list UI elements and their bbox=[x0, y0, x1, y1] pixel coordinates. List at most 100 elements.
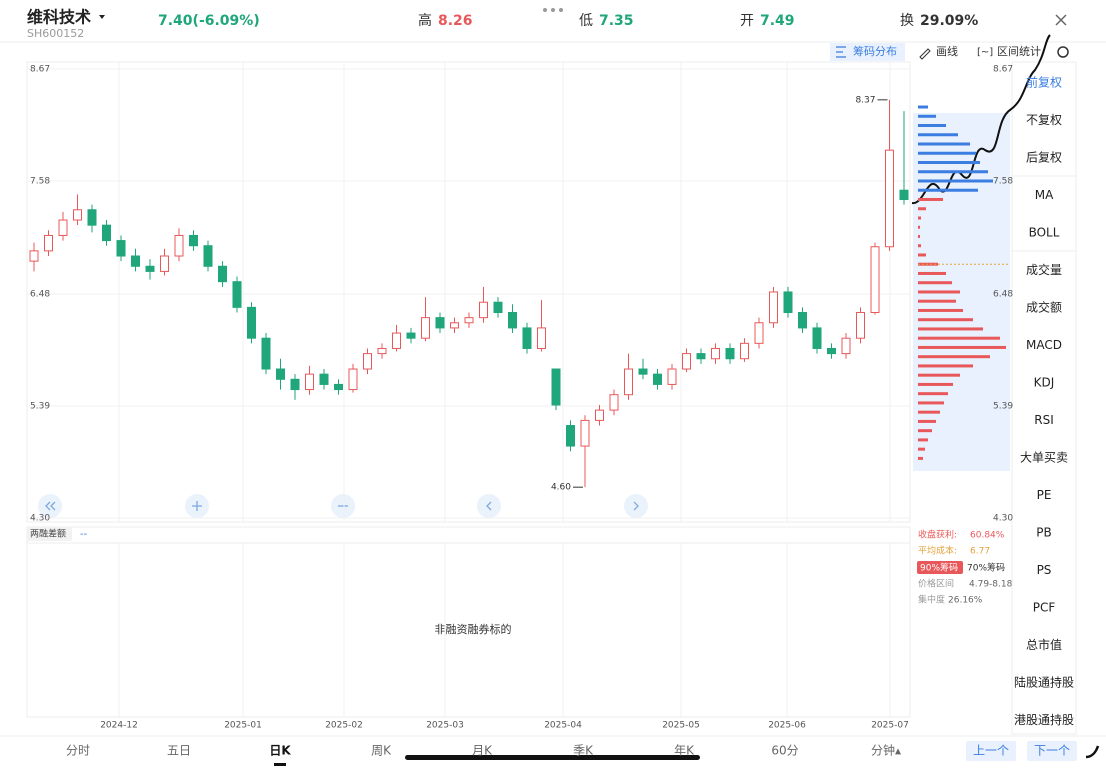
prev-button[interactable]: 上一个 bbox=[973, 744, 1009, 758]
next-button-bg[interactable] bbox=[1027, 741, 1077, 761]
tag70[interactable]: 70%筹码 bbox=[967, 562, 1005, 574]
tag90-bg[interactable] bbox=[917, 561, 963, 574]
chip-bar bbox=[918, 401, 944, 405]
menu-item[interactable]: 大单买卖 bbox=[1020, 451, 1068, 465]
lower-tag-bg bbox=[27, 527, 72, 541]
menu-panel bbox=[1011, 61, 1077, 735]
tag90[interactable]: 90%筹码 bbox=[920, 562, 958, 574]
chip-bar bbox=[918, 392, 948, 396]
candle-body bbox=[131, 255, 140, 267]
candle-body bbox=[667, 368, 677, 385]
candle-body bbox=[899, 189, 909, 200]
more-dots[interactable] bbox=[543, 8, 563, 12]
menu-item[interactable]: PCF bbox=[1033, 601, 1056, 615]
high-label: 高 bbox=[418, 12, 432, 29]
candle-body bbox=[812, 327, 822, 349]
period-tab[interactable]: 分时 bbox=[66, 744, 90, 758]
candle-body bbox=[290, 378, 300, 391]
menu-item[interactable]: 前复权 bbox=[1026, 75, 1062, 90]
nav-first[interactable] bbox=[38, 494, 62, 518]
candle-body bbox=[305, 373, 314, 391]
menu-item[interactable]: PB bbox=[1036, 526, 1051, 540]
candle-body bbox=[218, 265, 227, 283]
period-tab[interactable]: 月K bbox=[472, 744, 493, 758]
candle-body bbox=[783, 291, 793, 314]
period-tab[interactable]: 年K bbox=[674, 744, 695, 758]
candle-body bbox=[754, 322, 764, 344]
candle-body bbox=[58, 219, 68, 236]
period-tab[interactable]: 分钟▴ bbox=[871, 743, 901, 758]
menu-item[interactable]: KDJ bbox=[1034, 376, 1055, 390]
range-button[interactable]: 区间统计 bbox=[997, 45, 1041, 58]
chip-bar bbox=[918, 207, 926, 211]
x-tick-label: 2025-04 bbox=[544, 721, 582, 731]
menu-item[interactable]: 总市值 bbox=[1026, 637, 1062, 652]
candle-body bbox=[44, 234, 53, 252]
avg-label: 平均成本: bbox=[918, 545, 957, 557]
candle-body bbox=[551, 368, 561, 406]
candle-body bbox=[624, 368, 633, 396]
stock-name[interactable]: 维科技术 bbox=[27, 8, 91, 27]
menu-item[interactable]: 港股通持股 bbox=[1014, 712, 1074, 727]
chip-bar bbox=[918, 456, 923, 460]
chip-bar bbox=[918, 327, 983, 331]
settings-icon[interactable] bbox=[1057, 46, 1069, 58]
chips-button[interactable]: 筹码分布 bbox=[853, 44, 897, 58]
menu-item[interactable]: PS bbox=[1037, 563, 1052, 577]
candle-body bbox=[189, 234, 198, 247]
candle-body bbox=[827, 347, 836, 355]
y-tick-label: 8.67 bbox=[30, 65, 50, 75]
draw-icon bbox=[919, 48, 931, 60]
period-tab[interactable]: 周K bbox=[371, 744, 392, 758]
chip-bar bbox=[918, 271, 946, 275]
candle-body bbox=[464, 317, 474, 324]
candle-body bbox=[682, 353, 691, 370]
candle-body bbox=[653, 373, 662, 385]
nav-prev[interactable] bbox=[477, 494, 501, 518]
menu-item[interactable]: 成交量 bbox=[1026, 262, 1062, 277]
candle-body bbox=[406, 332, 416, 339]
open-label: 开 bbox=[740, 13, 754, 29]
period-tab[interactable]: 季K bbox=[573, 744, 594, 758]
menu-item[interactable]: 成交额 bbox=[1026, 300, 1062, 315]
draw-button[interactable]: 画线 bbox=[936, 44, 958, 58]
period-tab[interactable]: 60分 bbox=[771, 744, 798, 758]
menu-item[interactable]: BOLL bbox=[1029, 226, 1060, 240]
chip-bar bbox=[918, 308, 963, 312]
low-value: 7.35 bbox=[599, 13, 634, 29]
candle-body bbox=[160, 255, 169, 272]
menu-item[interactable]: 不复权 bbox=[1026, 113, 1062, 127]
chip-bar bbox=[918, 447, 925, 451]
chip-bar bbox=[918, 197, 943, 201]
candle-body bbox=[363, 353, 372, 370]
price-change: 7.40(-6.09%) bbox=[158, 13, 260, 29]
menu-item[interactable]: MACD bbox=[1026, 338, 1062, 352]
x-tick-label: 2025-06 bbox=[768, 721, 806, 731]
y-tick-label: 5.39 bbox=[993, 402, 1013, 412]
menu-item[interactable]: 后复权 bbox=[1026, 151, 1062, 165]
chip-bar bbox=[918, 244, 921, 248]
nav-next[interactable] bbox=[624, 494, 648, 518]
chip-bar bbox=[918, 281, 952, 285]
dropdown-icon[interactable] bbox=[99, 15, 105, 19]
close-icon[interactable] bbox=[1055, 14, 1067, 26]
menu-item[interactable]: RSI bbox=[1034, 413, 1054, 427]
x-tick-label: 2025-01 bbox=[224, 721, 262, 731]
menu-item[interactable]: MA bbox=[1035, 188, 1054, 202]
candle-body bbox=[73, 209, 82, 221]
period-tab[interactable]: 日K bbox=[269, 744, 291, 758]
candle-body bbox=[841, 337, 851, 355]
x-tick-label: 2025-05 bbox=[662, 721, 700, 731]
y-tick-label: 4.30 bbox=[30, 514, 50, 524]
period-tab[interactable]: 五日 bbox=[167, 744, 191, 758]
next-button[interactable]: 下一个 bbox=[1034, 744, 1070, 758]
candle-body bbox=[377, 347, 387, 355]
menu-item[interactable]: PE bbox=[1037, 488, 1052, 502]
open-value: 7.49 bbox=[760, 13, 795, 29]
prev-button-bg[interactable] bbox=[966, 741, 1016, 761]
nav-icons bbox=[45, 501, 639, 511]
chips-button-bg[interactable] bbox=[830, 43, 905, 61]
menu-item[interactable]: 陆股通持股 bbox=[1014, 675, 1074, 690]
candle-body bbox=[696, 353, 706, 360]
